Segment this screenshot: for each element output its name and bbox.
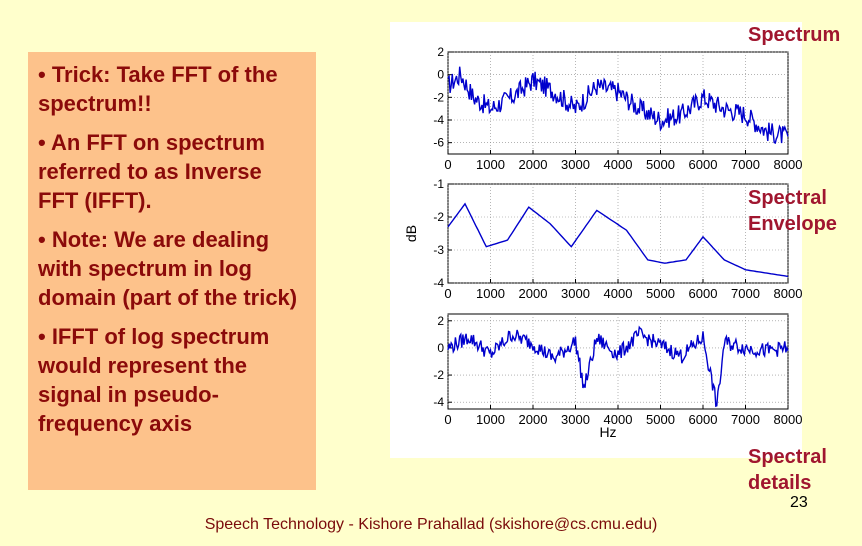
x-tick-label: 4000 bbox=[604, 157, 633, 172]
x-tick-label: 0 bbox=[444, 157, 451, 172]
y-tick-label: -6 bbox=[433, 136, 444, 150]
x-tick-label: 6000 bbox=[689, 157, 718, 172]
y-tick-label: -2 bbox=[433, 90, 444, 104]
label-details-1: Spectral bbox=[748, 446, 827, 468]
series-line-3 bbox=[447, 325, 789, 408]
bullet-ifft: • IFFT of log spectrum would represent t… bbox=[38, 324, 270, 436]
x-tick-label: 3000 bbox=[561, 157, 590, 172]
x-tick-label: 7000 bbox=[731, 286, 760, 301]
y-tick-label: 0 bbox=[437, 68, 444, 82]
label-details-2: details bbox=[748, 472, 812, 494]
y-tick-label: -1 bbox=[433, 177, 444, 191]
y-axis-label: dB bbox=[403, 225, 419, 242]
y-tick-label: -4 bbox=[433, 395, 444, 409]
x-tick-label: 7000 bbox=[731, 157, 760, 172]
y-tick-label: -3 bbox=[433, 243, 444, 257]
x-tick-label: 5000 bbox=[646, 286, 675, 301]
x-tick-label: 2000 bbox=[519, 412, 548, 427]
spectra-figure: 0 1000 2000 3000 4000 5000 6000 7000 800020-2-4-… bbox=[403, 45, 802, 440]
y-tick-label: -2 bbox=[433, 210, 444, 224]
series-line-1 bbox=[447, 66, 789, 144]
label-envelope-2: Envelope bbox=[748, 213, 837, 235]
x-tick-label: 2000 bbox=[519, 157, 548, 172]
y-tick-label: 2 bbox=[437, 314, 444, 328]
x-tick-label: 1000 bbox=[476, 412, 505, 427]
x-tick-label: 4000 bbox=[604, 412, 633, 427]
bullet-trick: • Trick: Take FFT of the spectrum!! bbox=[38, 62, 278, 116]
x-tick-label: 0 bbox=[444, 286, 451, 301]
y-tick-label: -2 bbox=[433, 368, 444, 382]
x-tick-label: 3000 bbox=[561, 412, 590, 427]
label-spectrum: Spectrum bbox=[748, 24, 841, 46]
bullet-note: • Note: We are dealing with spectrum in … bbox=[38, 227, 298, 310]
x-tick-label: 2000 bbox=[519, 286, 548, 301]
x-tick-label: 8000 bbox=[774, 286, 802, 301]
axes-box-3 bbox=[447, 313, 789, 410]
series-line-2 bbox=[447, 202, 789, 278]
x-tick-label: 1000 bbox=[476, 286, 505, 301]
x-tick-label: 6000 bbox=[689, 286, 718, 301]
page-number: 23 bbox=[790, 494, 808, 511]
y-tick-label: 0 bbox=[437, 341, 444, 355]
x-axis-label: Hz bbox=[599, 424, 616, 440]
figure-panel: 0 1000 2000 3000 4000 5000 6000 7000 8000 2 0 -2 -4-… bbox=[390, 22, 802, 458]
x-tick-label: 3000 bbox=[561, 286, 590, 301]
y-tick-label: -4 bbox=[433, 276, 444, 290]
x-tick-label: 0 bbox=[444, 412, 451, 427]
footer-credit: Speech Technology - Kishore Prahallad (s… bbox=[204, 516, 658, 533]
x-tick-label: 5000 bbox=[646, 157, 675, 172]
bullet-fft: • An FFT on spectrum referred to as Inve… bbox=[38, 130, 265, 213]
x-tick-label: 8000 bbox=[774, 157, 802, 172]
x-tick-label: 8000 bbox=[774, 412, 802, 427]
text-panel: • Trick: Take FFT of the spectrum!! • An… bbox=[28, 52, 316, 490]
y-tick-label: -4 bbox=[433, 113, 444, 127]
x-tick-label: 6000 bbox=[689, 412, 718, 427]
y-tick-label: 2 bbox=[437, 45, 444, 59]
x-tick-label: 1000 bbox=[476, 157, 505, 172]
label-envelope-1: Spectral bbox=[748, 187, 827, 209]
x-tick-label: 4000 bbox=[604, 286, 633, 301]
x-tick-label: 7000 bbox=[731, 412, 760, 427]
x-tick-label: 5000 bbox=[646, 412, 675, 427]
